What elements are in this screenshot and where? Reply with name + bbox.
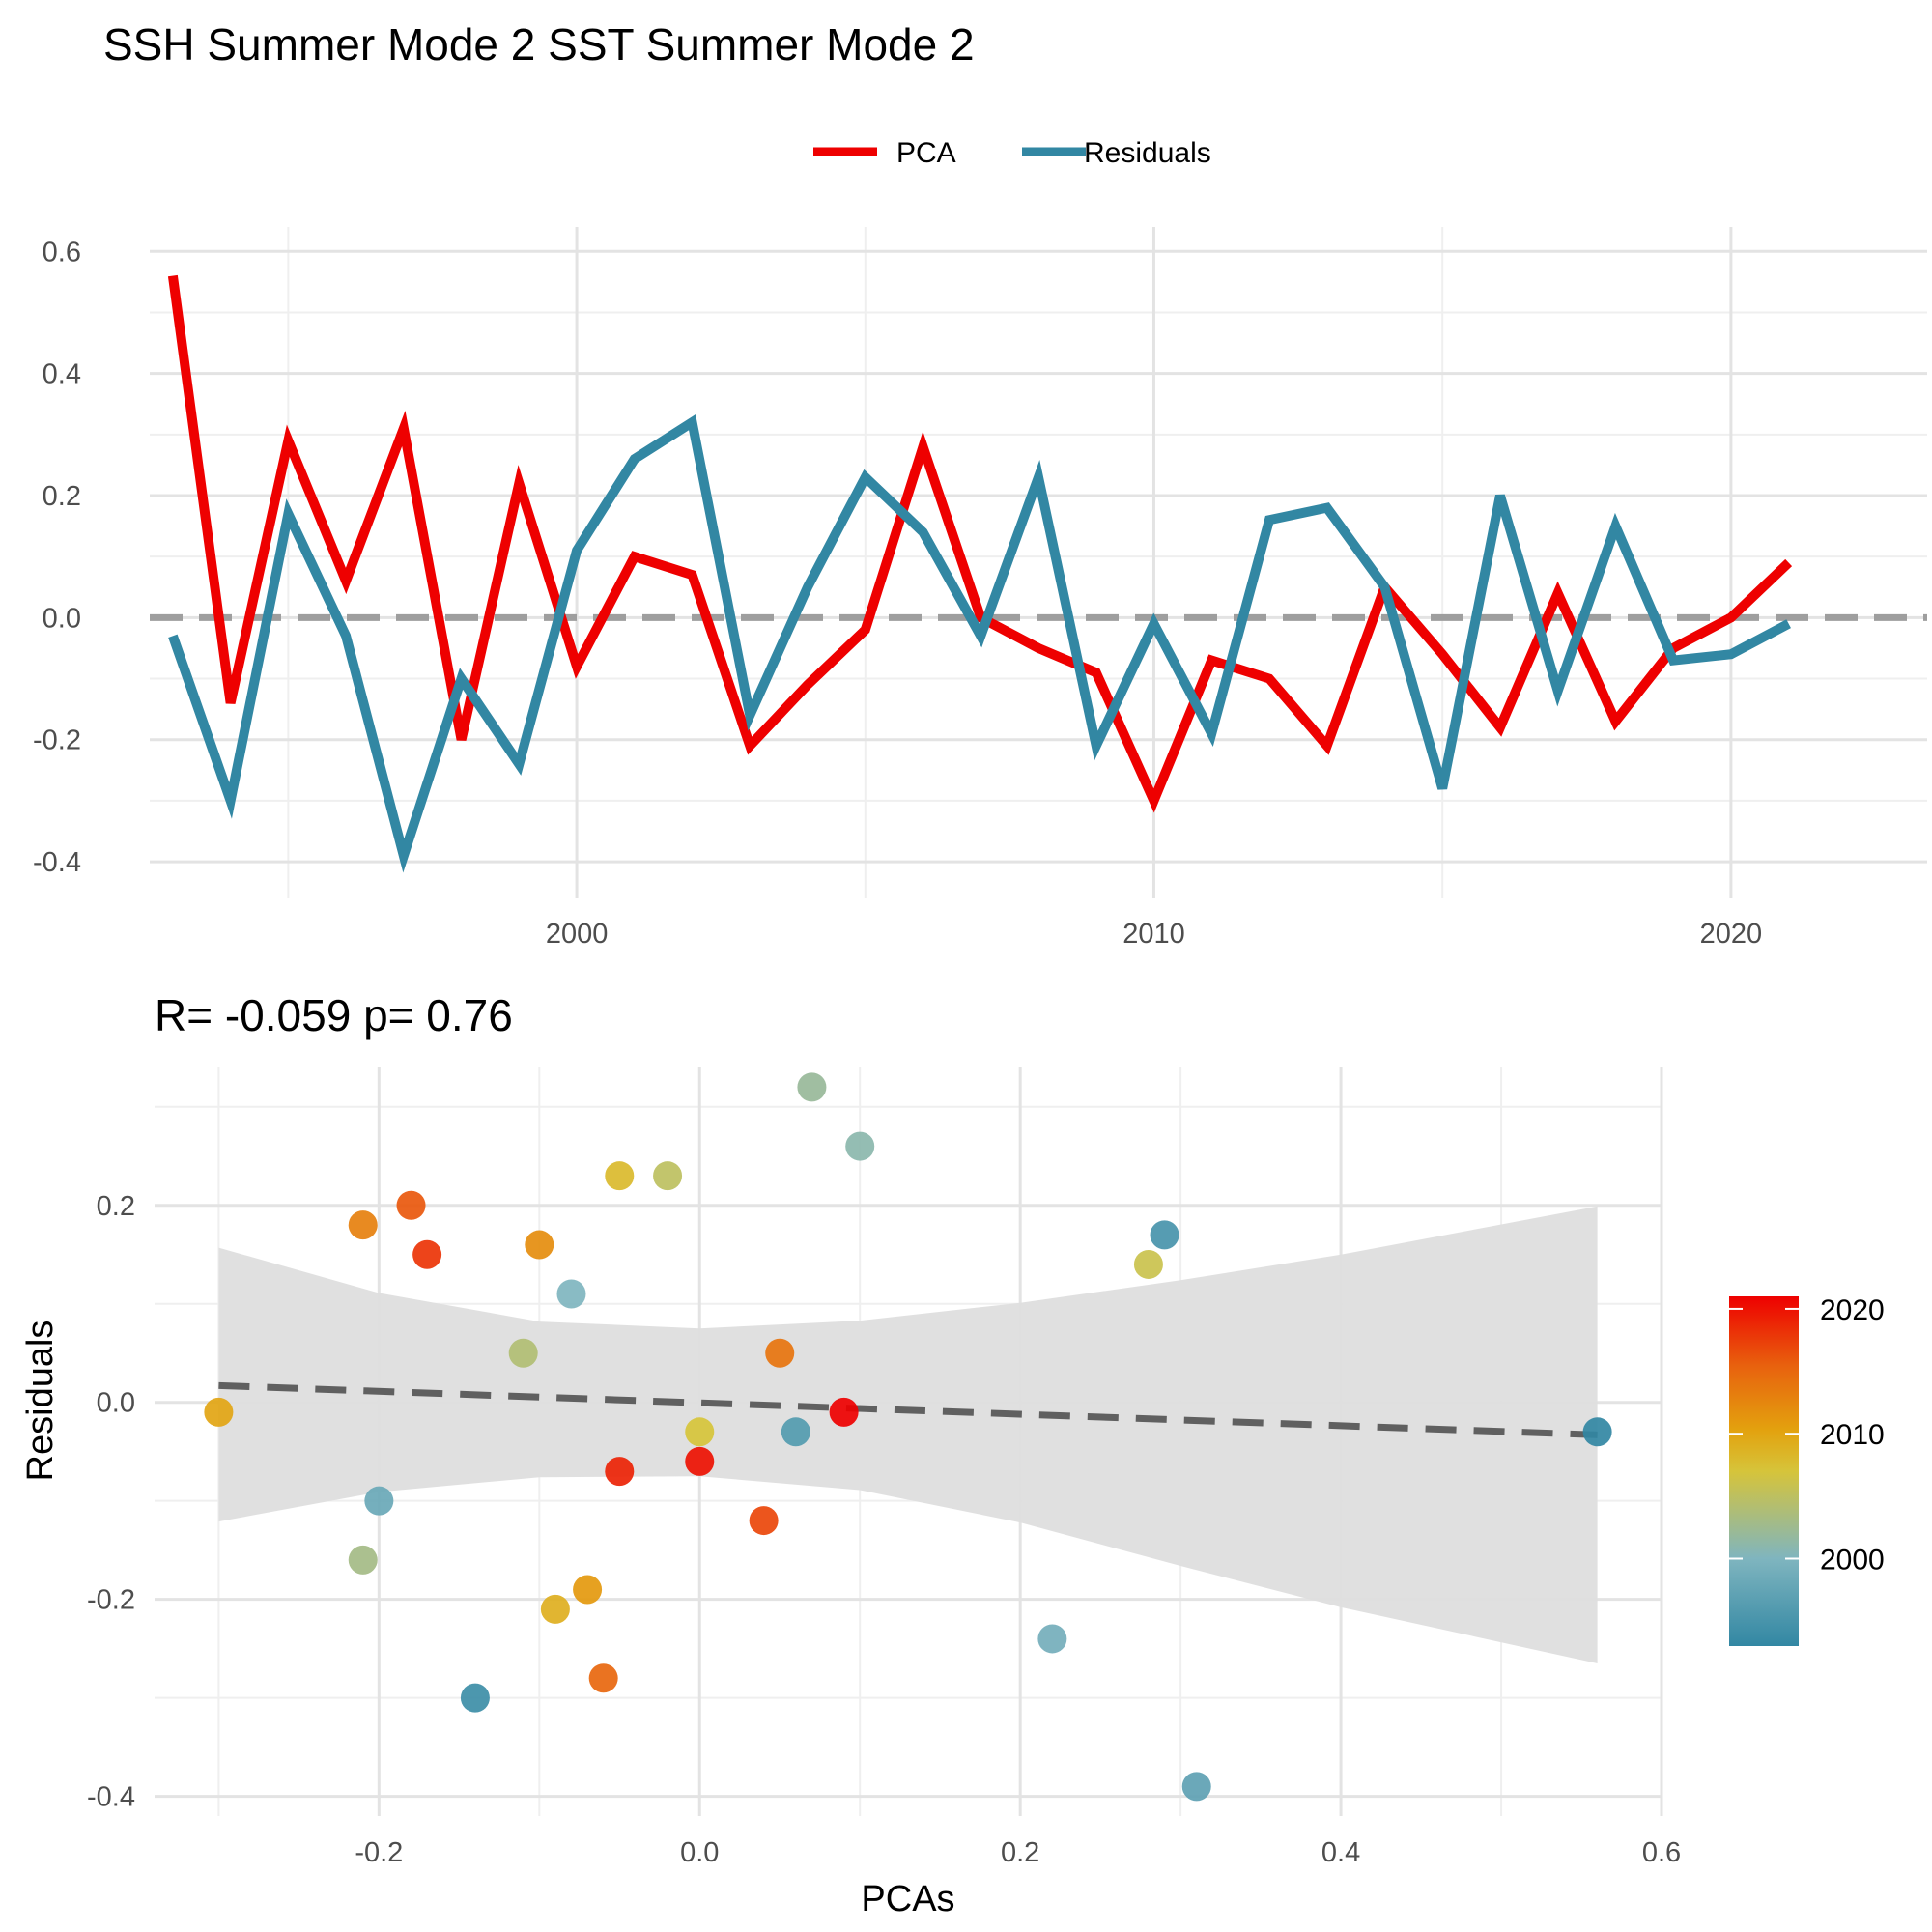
y-tick-label: 0.0 [97,1388,135,1419]
colorbar-tick-label: 2020 [1820,1294,1885,1326]
scatter-point [653,1161,683,1191]
x-tick-label: 0.2 [1001,1837,1039,1868]
regression-line [218,1381,1598,1438]
scatter-point [797,1072,827,1102]
scatter-point [348,1210,378,1240]
scatter-point [845,1131,875,1161]
scatter-point [573,1575,603,1605]
scatter-point [605,1161,635,1191]
scatter-point [412,1239,442,1269]
y-tick-label: 0.2 [43,481,81,512]
scatter-point [348,1545,378,1575]
scatter-point [1133,1249,1163,1279]
scatter-point [396,1190,426,1220]
x-tick-label: 0.4 [1321,1837,1360,1868]
y-tick-label: 0.0 [43,603,81,634]
scatter-point [1582,1417,1612,1447]
scatter-x-ticks: -0.2 0.0 0.2 0.4 0.6 [355,1837,1681,1868]
x-tick-label: 0.0 [680,1837,719,1868]
x-tick-label: 2010 [1122,919,1185,950]
x-axis-title: PCAs [861,1879,954,1919]
scatter-point [1037,1624,1067,1654]
y-axis-title: Residuals [20,1321,61,1482]
y-tick-label: -0.2 [87,1585,135,1616]
legend-label-residuals: Residuals [1084,137,1211,169]
scatter-title: R= -0.059 p= 0.76 [155,990,513,1040]
series-line-residuals [168,414,1791,873]
scatter-point [829,1397,859,1427]
colorbar-gradient [1729,1296,1799,1646]
scatter-point [749,1506,779,1536]
time-series-panel: 0.6 0.4 0.2 0.0 -0.2 -0.4 2000 2010 2020 [33,227,1927,950]
time-series-grid [150,227,1927,898]
confidence-band [218,1206,1598,1663]
y-tick-label: -0.4 [33,847,81,878]
legend-label-pca: PCA [896,137,956,169]
time-series-x-ticks: 2000 2010 2020 [546,919,1762,950]
colorbar-tick-label: 2000 [1820,1545,1885,1577]
y-tick-label: -0.2 [33,725,81,756]
colorbar-tick-label: 2010 [1820,1419,1885,1451]
scatter-point [765,1338,795,1368]
x-tick-label: 2000 [546,919,609,950]
scatter-point [1181,1772,1211,1802]
colorbar-ticks: 2020 2010 2000 [1729,1294,1885,1577]
chart-title: SSH Summer Mode 2 SST Summer Mode 2 [103,19,975,70]
scatter-point [781,1417,810,1447]
scatter-y-ticks: 0.2 0.0 -0.2 -0.4 [87,1191,135,1813]
scatter-point [540,1594,570,1624]
y-tick-label: 0.6 [43,237,81,268]
legend: PCA Residuals [813,137,1211,169]
scatter-point [460,1683,490,1713]
scatter-point [588,1663,618,1693]
scatter-point [685,1417,715,1447]
y-tick-label: 0.2 [97,1191,135,1222]
x-tick-label: -0.2 [355,1837,403,1868]
y-tick-label: -0.4 [87,1782,135,1813]
y-tick-label: 0.4 [43,359,81,390]
x-tick-label: 2020 [1700,919,1763,950]
scatter-point [364,1486,394,1516]
scatter-point [204,1397,234,1427]
scatter-point [556,1279,586,1309]
scatter-point [508,1338,538,1368]
scatter-points [204,1072,1612,1802]
scatter-point [1150,1220,1179,1250]
scatter-point [525,1230,554,1260]
time-series-y-ticks: 0.6 0.4 0.2 0.0 -0.2 -0.4 [33,237,81,878]
scatter-panel: 0.2 0.0 -0.2 -0.4 -0.2 0.0 0.2 0.4 0.6 PCAs Res… [20,1067,1681,1919]
colorbar: 2020 2010 2000 [1729,1294,1885,1646]
series-line-pca [167,274,1793,813]
scatter-point [605,1457,635,1487]
x-tick-label: 0.6 [1642,1837,1681,1868]
scatter-point [685,1446,715,1476]
